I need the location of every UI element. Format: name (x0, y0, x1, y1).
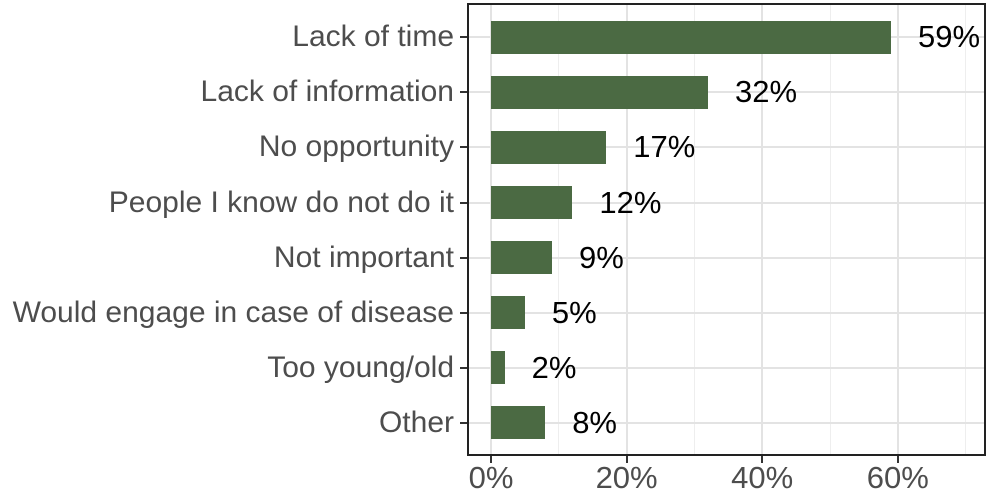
major-gridline (469, 201, 984, 204)
y-axis-category-label: Lack of information (200, 75, 454, 109)
y-tick-mark (460, 256, 467, 259)
major-gridline (625, 5, 628, 454)
minor-gridline (558, 5, 560, 454)
x-tick-mark (896, 456, 899, 463)
y-axis-category-label: Not important (273, 240, 454, 274)
minor-gridline (693, 5, 695, 454)
bar-value-label: 9% (579, 239, 624, 275)
y-tick-mark (460, 311, 467, 314)
major-gridline (469, 421, 984, 424)
minor-gridline (965, 5, 967, 454)
x-tick-mark (625, 456, 628, 463)
x-tick-mark (761, 456, 764, 463)
minor-gridline (829, 5, 831, 454)
y-axis-category-label: No opportunity (258, 130, 454, 164)
major-gridline (490, 5, 492, 454)
y-axis-category-label: Would engage in case of disease (12, 295, 454, 329)
bar-value-label: 32% (735, 74, 798, 110)
major-gridline (469, 91, 984, 94)
x-axis-tick-label: 20% (595, 460, 658, 495)
plot-panel: 59% 32% 17% 12% 9% 5% 2% 8% (467, 3, 986, 456)
bar (491, 186, 573, 219)
y-tick-mark (460, 201, 467, 204)
bar-value-label: 2% (531, 349, 577, 385)
y-axis-category-label: Too young/old (267, 350, 454, 384)
bar (491, 241, 552, 275)
bar (491, 75, 708, 109)
bar-value-label: 5% (551, 294, 597, 330)
x-axis-tick-label: 0% (468, 460, 514, 495)
major-gridline (761, 5, 764, 454)
y-axis-category-label: People I know do not do it (108, 185, 454, 219)
y-tick-mark (460, 91, 467, 94)
bar (491, 351, 505, 385)
x-tick-mark (490, 456, 492, 463)
y-tick-mark (460, 366, 467, 369)
major-gridline (469, 311, 984, 314)
y-tick-mark (460, 36, 467, 39)
x-axis-tick-label: 60% (866, 460, 929, 495)
bar (491, 296, 525, 330)
major-gridline (896, 5, 899, 454)
y-axis-category-label: Lack of time (292, 20, 454, 54)
bar (491, 130, 607, 164)
bar-value-label: 8% (572, 404, 617, 440)
y-tick-mark (460, 146, 467, 149)
bar (491, 20, 891, 54)
y-axis-category-label: Other (378, 405, 454, 439)
major-gridline (469, 366, 984, 369)
major-gridline (469, 146, 984, 149)
y-tick-mark (460, 421, 467, 424)
bar-value-label: 17% (633, 129, 696, 165)
bar (491, 406, 546, 440)
bar-value-label: 12% (599, 184, 662, 220)
bar-value-label: 59% (918, 19, 981, 55)
major-gridline (469, 256, 984, 259)
x-axis-tick-label: 40% (731, 460, 794, 495)
